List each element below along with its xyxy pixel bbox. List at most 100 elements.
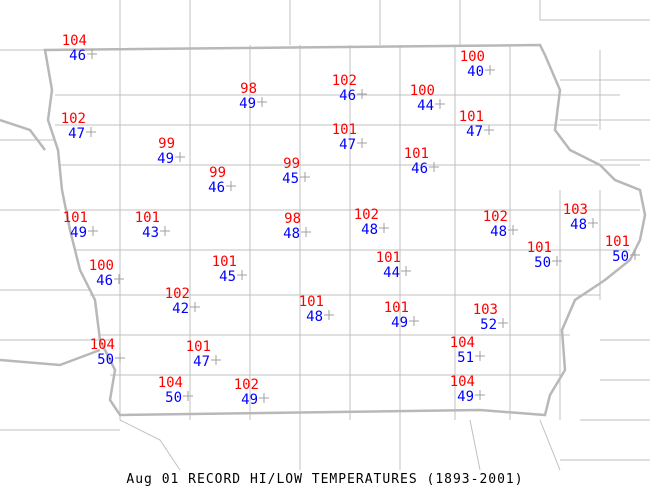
station-marker-icon bbox=[175, 152, 185, 162]
station-marker-icon bbox=[115, 353, 125, 363]
record-low: 43 bbox=[142, 225, 159, 241]
record-low: 44 bbox=[417, 98, 434, 114]
record-low: 46 bbox=[96, 273, 113, 289]
record-low: 48 bbox=[570, 217, 587, 233]
station-marker-icon bbox=[401, 266, 411, 276]
station-marker-icon bbox=[88, 226, 98, 236]
record-high: 99 bbox=[209, 165, 226, 181]
record-low: 42 bbox=[172, 301, 189, 317]
record-high: 104 bbox=[450, 374, 475, 390]
record-low: 46 bbox=[339, 88, 356, 104]
record-low: 50 bbox=[612, 249, 629, 265]
record-high: 100 bbox=[89, 258, 114, 274]
record-low: 48 bbox=[361, 222, 378, 238]
record-low: 47 bbox=[339, 137, 356, 153]
record-low: 48 bbox=[306, 309, 323, 325]
record-high: 101 bbox=[63, 210, 88, 226]
station-marker-icon bbox=[160, 226, 170, 236]
station-marker-icon bbox=[475, 390, 485, 400]
station-marker-icon bbox=[190, 302, 200, 312]
station-marker-icon bbox=[475, 351, 485, 361]
record-low: 49 bbox=[239, 96, 256, 112]
record-low: 45 bbox=[219, 269, 236, 285]
record-low: 47 bbox=[193, 354, 210, 370]
record-high: 100 bbox=[460, 49, 485, 65]
record-high: 101 bbox=[459, 109, 484, 125]
record-low: 46 bbox=[411, 161, 428, 177]
station-marker-icon bbox=[357, 89, 367, 99]
record-high: 103 bbox=[473, 302, 498, 318]
record-high: 99 bbox=[158, 136, 175, 152]
record-low: 48 bbox=[490, 224, 507, 240]
station-marker-icon bbox=[237, 270, 247, 280]
station-marker-icon bbox=[508, 225, 518, 235]
record-low: 45 bbox=[282, 171, 299, 187]
record-high: 102 bbox=[483, 209, 508, 225]
station-marker-icon bbox=[211, 355, 221, 365]
station-marker-icon bbox=[379, 223, 389, 233]
record-low: 47 bbox=[466, 124, 483, 140]
record-low: 49 bbox=[241, 392, 258, 408]
record-low: 50 bbox=[165, 390, 182, 406]
record-low: 44 bbox=[383, 265, 400, 281]
record-low: 52 bbox=[480, 317, 497, 333]
record-low: 49 bbox=[457, 389, 474, 405]
station-marker-icon bbox=[257, 97, 267, 107]
record-high: 101 bbox=[404, 146, 429, 162]
record-high: 101 bbox=[332, 122, 357, 138]
station-marker-icon bbox=[484, 125, 494, 135]
record-high: 101 bbox=[605, 234, 630, 250]
record-high: 101 bbox=[212, 254, 237, 270]
station-marker-icon bbox=[324, 310, 334, 320]
record-high: 104 bbox=[158, 375, 183, 391]
station-marker-icon bbox=[552, 256, 562, 266]
map-title: Aug 01 RECORD HI/LOW TEMPERATURES (1893-… bbox=[126, 472, 524, 487]
record-high: 101 bbox=[384, 300, 409, 316]
station-marker-icon bbox=[226, 181, 236, 191]
record-low: 48 bbox=[283, 226, 300, 242]
record-high: 99 bbox=[283, 156, 300, 172]
station-marker-icon bbox=[301, 227, 311, 237]
record-high: 98 bbox=[284, 211, 301, 227]
record-high: 102 bbox=[332, 73, 357, 89]
record-low: 49 bbox=[70, 225, 87, 241]
station-marker-icon bbox=[630, 250, 640, 260]
station-marker-icon bbox=[588, 218, 598, 228]
station-marker-icon bbox=[114, 274, 124, 284]
station-marker-icon bbox=[86, 127, 96, 137]
record-high: 103 bbox=[563, 202, 588, 218]
record-high: 101 bbox=[135, 210, 160, 226]
river bbox=[0, 118, 101, 367]
record-high: 102 bbox=[234, 377, 259, 393]
record-high: 100 bbox=[410, 83, 435, 99]
record-high: 98 bbox=[240, 81, 257, 97]
record-low: 46 bbox=[208, 180, 225, 196]
record-high: 102 bbox=[61, 111, 86, 127]
record-high: 104 bbox=[62, 33, 87, 49]
record-high: 101 bbox=[376, 250, 401, 266]
